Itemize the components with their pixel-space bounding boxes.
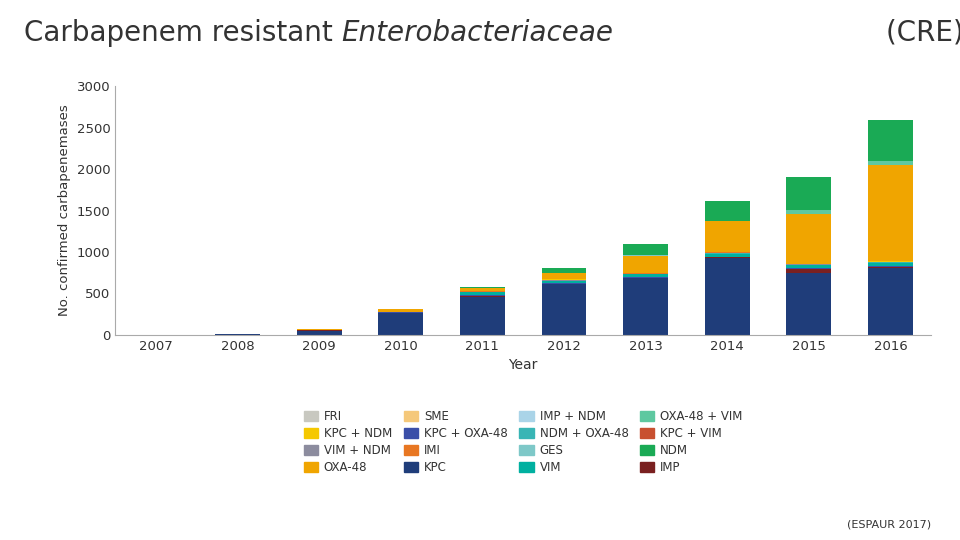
Text: Enterobacteriaceae: Enterobacteriaceae <box>342 19 613 47</box>
Text: Carbapenem resistant: Carbapenem resistant <box>24 19 342 47</box>
Bar <box>868 165 913 261</box>
Bar <box>868 263 913 266</box>
Bar <box>705 254 750 256</box>
Text: (ESPAUR 2017): (ESPAUR 2017) <box>847 519 931 529</box>
Bar <box>623 274 668 277</box>
Bar <box>786 214 831 264</box>
Bar <box>868 161 913 165</box>
Bar <box>705 256 750 258</box>
Y-axis label: No. confirmed carbapenemases: No. confirmed carbapenemases <box>58 105 71 316</box>
Bar <box>378 313 423 335</box>
Text: (CRE) in the UK: (CRE) in the UK <box>886 19 960 47</box>
Bar <box>541 283 587 284</box>
Bar <box>460 292 505 295</box>
X-axis label: Year: Year <box>509 358 538 372</box>
Bar <box>297 329 342 330</box>
Bar <box>623 256 668 273</box>
Bar <box>868 267 913 268</box>
Bar <box>705 201 750 220</box>
Bar <box>460 287 505 288</box>
Bar <box>786 268 831 273</box>
Bar <box>623 278 668 335</box>
Bar <box>623 244 668 255</box>
Bar <box>623 277 668 278</box>
Bar <box>541 284 587 335</box>
Bar <box>786 210 831 214</box>
Bar <box>868 268 913 335</box>
Bar <box>786 265 831 268</box>
Bar <box>786 273 831 335</box>
Bar <box>705 220 750 252</box>
Bar <box>868 120 913 160</box>
Bar <box>868 266 913 267</box>
Bar <box>623 255 668 256</box>
Bar <box>460 296 505 335</box>
Bar <box>541 268 587 273</box>
Legend: FRI, KPC + NDM, VIM + NDM, OXA-48, SME, KPC + OXA-48, IMI, KPC, IMP + NDM, NDM +: FRI, KPC + NDM, VIM + NDM, OXA-48, SME, … <box>299 406 748 479</box>
Bar <box>541 273 587 279</box>
Bar <box>297 330 342 335</box>
Bar <box>460 288 505 291</box>
Bar <box>541 281 587 283</box>
Bar <box>705 258 750 335</box>
Bar <box>460 295 505 296</box>
Bar <box>378 309 423 312</box>
Bar <box>786 177 831 210</box>
